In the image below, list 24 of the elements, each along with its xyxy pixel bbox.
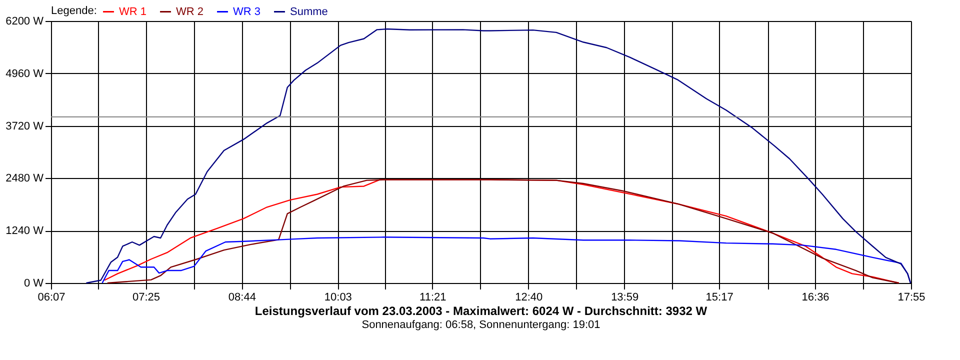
- x-tick-label: 08:44: [228, 292, 256, 304]
- x-tick-label: 16:36: [802, 292, 830, 304]
- x-tick-label: 15:17: [706, 292, 734, 304]
- text: Leistungsverlauf vom 23.03.2003 - Maximalwert: 6024 W - Durchschnitt: 3932 W: [254, 304, 708, 318]
- y-tick-label: 3720 W: [6, 120, 44, 132]
- y-tick-label: 4960 W: [6, 68, 44, 80]
- x-tick-label: 17:55: [898, 292, 926, 304]
- y-tick-label: 6200 W: [6, 16, 44, 28]
- y-tick-label: 1240 W: [6, 225, 44, 238]
- legend-label: Summe: [290, 6, 328, 18]
- legend-label: WR 1: [119, 6, 146, 18]
- y-tick-label: 2480 W: [6, 172, 44, 185]
- x-tick-label: 12:40: [515, 292, 543, 304]
- text: Sonnenaufgang: 06:58, Sonnenuntergang: 19:01: [362, 319, 600, 331]
- legend-title: Legende:: [51, 5, 97, 17]
- x-tick-label: 06:07: [38, 292, 66, 304]
- legend-label: WR 2: [176, 6, 204, 18]
- x-tick-label: 11:21: [420, 292, 446, 304]
- legend-label: WR 3: [233, 6, 260, 18]
- x-tick-label: 10:03: [324, 292, 352, 304]
- x-tick-label: 13:59: [611, 292, 639, 304]
- x-tick-label: 07:25: [132, 292, 160, 304]
- line-series: [86, 28, 912, 284]
- y-tick-label: 0 W: [24, 278, 44, 290]
